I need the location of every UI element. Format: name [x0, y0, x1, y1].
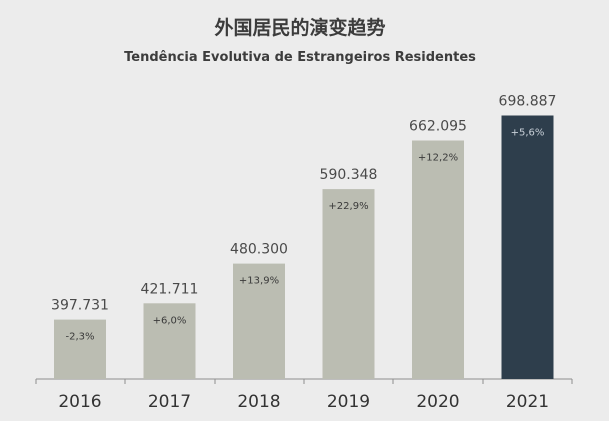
- bar-2019: [322, 189, 375, 379]
- value-label-2016: 397.731: [51, 298, 109, 314]
- chart-title: 外国居民的演变趋势: [214, 16, 385, 39]
- x-tick-label-2017: 2017: [148, 392, 191, 412]
- bar-2017: [143, 303, 196, 379]
- value-label-2017: 421.711: [141, 281, 199, 297]
- value-label-2021: 698.887: [499, 94, 557, 110]
- value-label-2020: 662.095: [409, 119, 467, 135]
- bar-2018: [233, 263, 285, 379]
- change-label-2019: +22,9%: [328, 201, 368, 212]
- change-label-2021: +5,6%: [511, 128, 545, 139]
- bar-2016: [54, 319, 106, 379]
- x-tick-label-2016: 2016: [58, 392, 101, 412]
- value-label-2018: 480.300: [230, 242, 288, 258]
- x-tick-label-2021: 2021: [506, 392, 549, 412]
- chart-subtitle: Tendência Evolutiva de Estrangeiros Resi…: [124, 50, 476, 65]
- x-tick-label-2020: 2020: [416, 392, 459, 412]
- bar-2020: [412, 140, 464, 379]
- bars-layer: 397.731 -2,3% 2016 421.711 +6,0% 2017 480.300 +…: [35, 94, 573, 412]
- value-label-2019: 590.348: [320, 167, 378, 183]
- x-tick-label-2019: 2019: [327, 392, 370, 412]
- change-label-2020: +12,2%: [418, 153, 458, 164]
- change-label-2017: +6,0%: [153, 315, 187, 326]
- bar-2021: [501, 115, 554, 379]
- change-label-2018: +13,9%: [239, 276, 279, 287]
- change-label-2016: -2,3%: [65, 332, 94, 343]
- x-tick-label-2018: 2018: [237, 392, 280, 412]
